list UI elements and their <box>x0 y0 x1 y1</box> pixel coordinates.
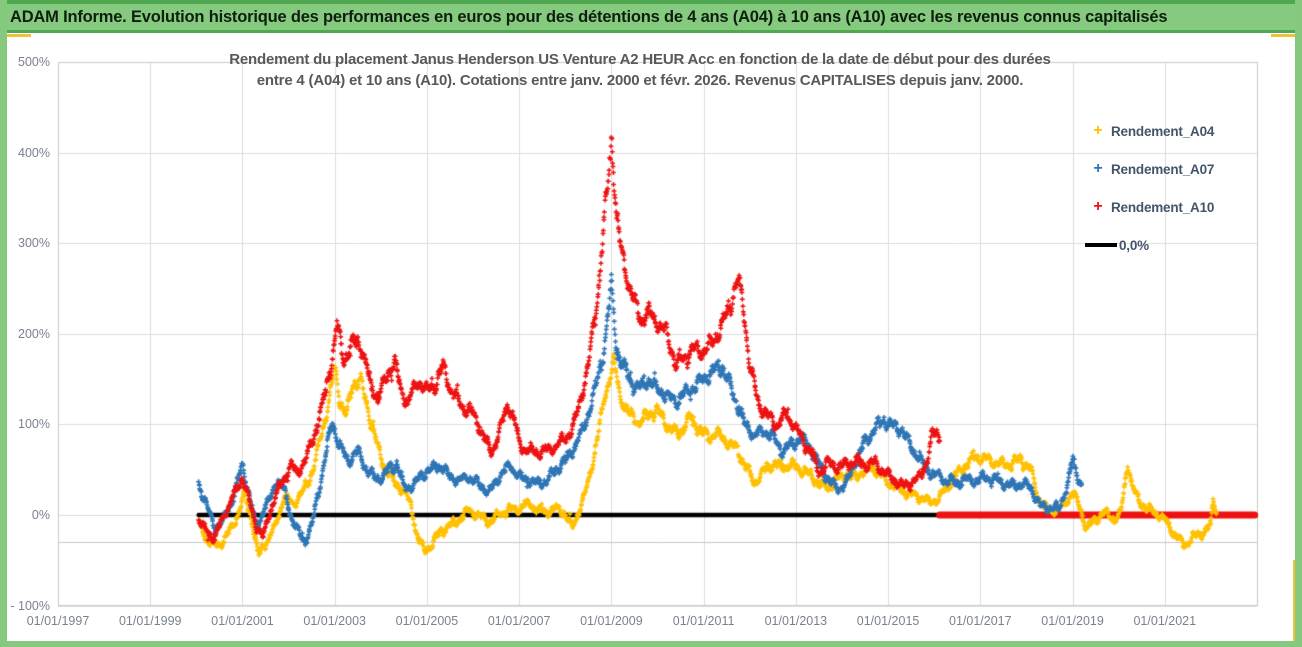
x-tick-label: 01/01/2011 <box>672 614 735 628</box>
banner: ADAM Informe. Evolution historique des p… <box>0 0 1302 33</box>
gold-accent-right <box>1271 34 1295 37</box>
x-tick-label: 01/01/2003 <box>303 614 366 628</box>
x-tick-label: 01/01/2009 <box>580 614 643 628</box>
plus-marker-icon: + <box>1093 160 1103 177</box>
banner-title: ADAM Informe. Evolution historique des p… <box>10 7 1168 26</box>
legend-item-a04: + Rendement_A04 <box>1085 112 1255 150</box>
plus-marker-icon: + <box>1093 122 1103 139</box>
x-tick-label: 01/01/2007 <box>487 614 551 628</box>
y-tick-label: 300% <box>18 236 50 251</box>
legend-item-a07: + Rendement_A07 <box>1085 150 1255 188</box>
x-tick-label: 01/01/2015 <box>856 614 920 628</box>
x-tick-label: 01/01/1997 <box>26 614 90 628</box>
x-tick-label: 01/01/2017 <box>949 614 1012 628</box>
window-border-bottom <box>0 641 1302 647</box>
x-tick-label: 01/01/2019 <box>1041 614 1104 628</box>
legend-label-zero: 0,0% <box>1119 237 1149 253</box>
x-tick-label: 01/01/2013 <box>764 614 828 628</box>
y-tick-label: 400% <box>18 145 50 160</box>
chart-title-line2: entre 4 (A04) et 10 ans (A10). Cotations… <box>256 72 1024 89</box>
black-line-icon <box>1085 243 1117 247</box>
y-tick-label: - 100% <box>10 598 50 613</box>
chart-legend: + Rendement_A04 + Rendement_A07 + Rendem… <box>1085 112 1255 264</box>
gold-accent-left <box>7 34 31 37</box>
y-tick-label: 0% <box>31 507 50 522</box>
legend-item-zero-line: 0,0% <box>1085 226 1255 264</box>
y-tick-label: 500% <box>18 55 50 70</box>
window-border-right <box>1295 0 1302 647</box>
x-tick-label: 01/01/2021 <box>1133 614 1197 628</box>
legend-item-a10: + Rendement_A10 <box>1085 188 1255 226</box>
x-tick-label: 01/01/2005 <box>395 614 459 628</box>
x-tick-label: 01/01/1999 <box>118 614 182 628</box>
legend-label-a10: Rendement_A10 <box>1111 199 1215 215</box>
legend-label-a07: Rendement_A07 <box>1111 161 1215 177</box>
y-tick-label: 200% <box>18 326 50 341</box>
legend-label-a04: Rendement_A04 <box>1111 123 1215 139</box>
y-tick-label: 100% <box>18 417 50 432</box>
x-tick-label: 01/01/2001 <box>211 614 274 628</box>
chart-title-line1: Rendement du placement Janus Henderson U… <box>229 51 1051 68</box>
window-border-left <box>0 0 7 647</box>
plus-marker-icon: + <box>1093 198 1103 215</box>
chart-title: Rendement du placement Janus Henderson U… <box>190 49 1090 91</box>
